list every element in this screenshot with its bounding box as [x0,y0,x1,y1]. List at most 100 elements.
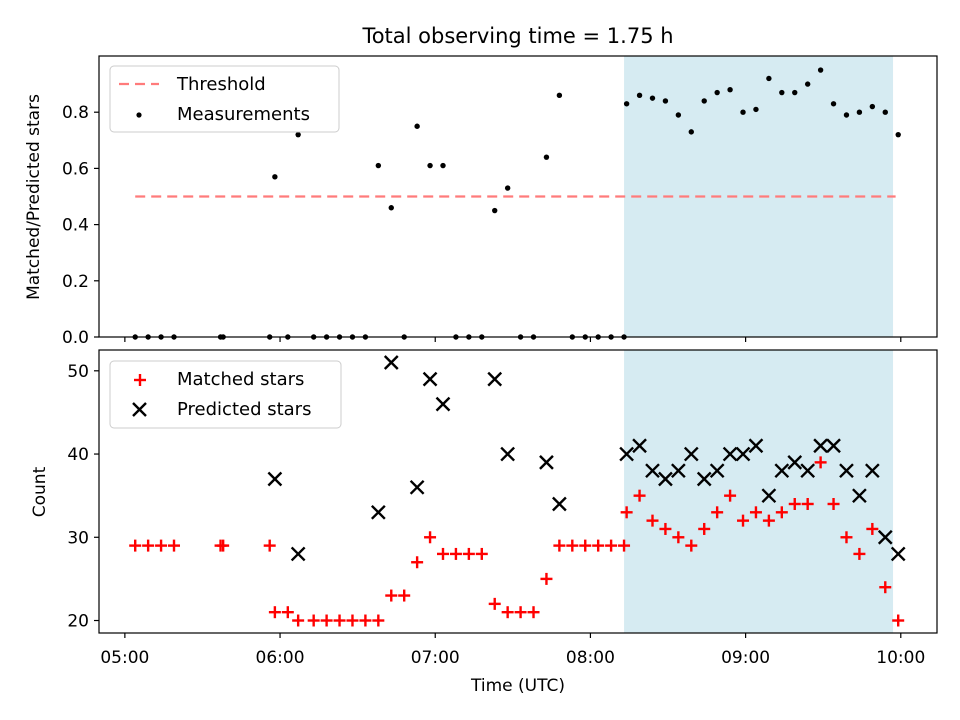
top-legend: Threshold Measurements [109,65,340,133]
count-points [129,355,906,627]
matched-star-point [424,531,437,544]
measurement-point [817,67,824,73]
matched-star-point [398,589,411,602]
x-tick-label: 06:00 [256,648,305,668]
measurement-point [753,106,759,113]
predicted-star-point [552,496,567,512]
measurement-point [375,162,382,169]
predicted-star-point [645,463,660,479]
top-panel: 0.00.20.40.60.8 Matched/Predicted stars … [24,55,938,348]
bottom-y-axis-label: Count [30,466,50,517]
top-y-axis-label: Matched/Predicted stars [24,94,44,300]
matched-star-point [168,539,181,552]
bottom-y-ticks: 20 30 40 50 [67,362,99,632]
matched-star-point [411,556,424,569]
x-tick-label: 09:00 [721,648,770,668]
matched-star-point [566,539,579,552]
matched-star-point [892,614,905,627]
matched-star-point [814,456,827,469]
matched-star-point [514,606,527,619]
matched-star-point [618,539,631,552]
measurement-point [792,89,798,96]
predicted-star-point [290,546,306,562]
predicted-star-point [890,546,906,562]
y-tick-label: 30 [67,528,89,548]
measurement-point [830,101,837,107]
y-tick-label: 0.8 [62,103,89,123]
matched-star-point [475,547,488,560]
matched-star-point [620,506,633,519]
matched-star-point [633,489,646,502]
predicted-star-point [267,471,283,487]
predicted-star-point [671,463,686,479]
top-axes-frame [98,55,938,338]
measurement-point [623,101,630,107]
predicted-star-point [722,446,738,462]
matched-star-point [263,539,276,552]
matched-star-point [749,506,762,519]
matched-star-point [724,489,737,502]
matched-star-point [268,606,281,619]
matched-star-point [592,539,605,552]
predicted-star-point [864,463,880,479]
matched-star-point [801,497,814,510]
measurement-point [388,205,394,211]
measurement-point [779,89,785,96]
y-tick-label: 0.6 [62,159,89,179]
measurement-point [414,123,420,129]
y-tick-label: 20 [67,612,89,632]
predicted-star-point [709,463,725,479]
matched-star-point [501,606,514,619]
measurement-point [714,89,720,96]
predicted-star-point [826,438,841,454]
y-tick-label: 40 [67,445,89,465]
matched-star-point [292,614,305,627]
matched-star-point [359,614,372,627]
predicted-star-point [422,371,438,387]
measurement-point [272,174,278,180]
matched-star-point [217,539,230,552]
measurement-point [727,87,733,93]
predicted-star-point [787,455,803,470]
top-y-ticks: 0.0 0.2 0.4 0.6 0.8 [62,103,99,348]
predicted-star-point [435,396,451,412]
matched-star-point [737,514,750,527]
predicted-star-point [632,438,647,454]
predicted-star-point [683,446,699,462]
matched-star-point [142,539,155,552]
matched-star-point [385,589,398,602]
bottom-legend: Matched stars Predicted stars [109,360,342,429]
top-x-ticks [124,337,902,342]
measurement-point [440,162,446,169]
measurement-point [688,129,694,135]
legend-measurements-label: Measurements [177,104,310,125]
matched-star-point [155,539,168,552]
matched-star-point [540,572,553,585]
matched-star-point [320,614,333,627]
predicted-star-point [696,471,712,487]
predicted-star-point [877,529,893,545]
measurement-point [492,207,498,214]
predicted-star-point [852,488,867,504]
legend-measurements-swatch [136,112,142,118]
bottom-x-ticks: 05:00 06:00 07:00 08:00 09:00 10:00 [100,633,925,668]
predicted-star-point [658,471,673,487]
measurement-point [295,131,301,138]
matched-star-point [333,614,346,627]
bottom-shaded-region [624,350,894,633]
chart-title: Total observing time = 1.75 h [361,24,673,48]
matched-star-point [685,539,698,552]
predicted-star-point [761,488,777,504]
matched-star-point [646,514,659,527]
matched-star-point [698,522,711,535]
predicted-star-point [813,438,828,454]
matched-star-point [579,539,592,552]
predicted-star-point [748,438,764,454]
measurement-point [662,98,669,104]
measurement-point [843,112,850,118]
matched-star-point [840,531,853,544]
measurement-point [856,109,863,115]
measurement-point [649,95,656,101]
